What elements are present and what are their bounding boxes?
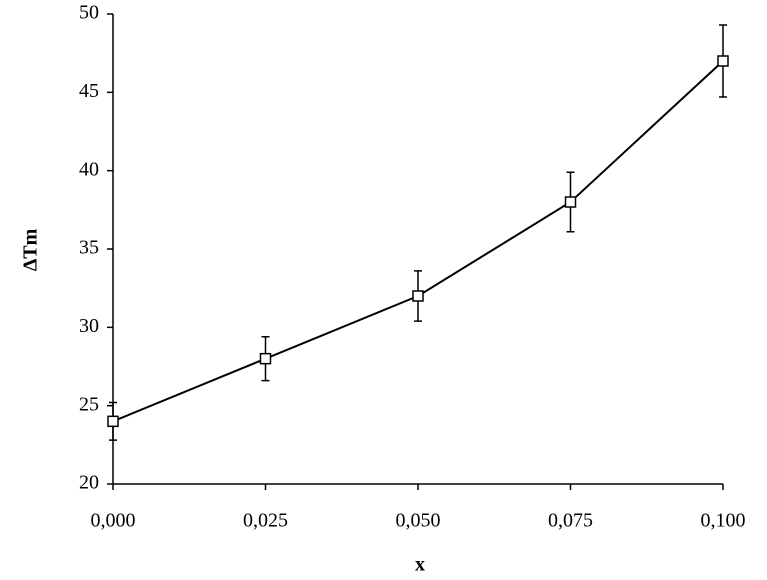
x-tick-label: 0,050 xyxy=(396,510,441,532)
data-marker xyxy=(259,352,272,365)
data-marker xyxy=(412,290,424,302)
y-tick-label: 50 xyxy=(79,2,99,24)
data-line xyxy=(112,60,724,423)
y-tick-label: 25 xyxy=(79,393,99,415)
x-tick-label: 0,075 xyxy=(548,510,593,532)
data-marker xyxy=(107,415,119,428)
y-tick-label: 30 xyxy=(79,315,99,337)
y-axis-label: ΔTm xyxy=(20,228,42,271)
y-tick-label: 20 xyxy=(79,472,99,494)
x-tick-label: 0,025 xyxy=(243,510,288,532)
data-marker xyxy=(564,196,577,208)
data-marker xyxy=(717,55,729,67)
y-tick-label: 45 xyxy=(79,80,99,102)
y-tick-label: 40 xyxy=(79,158,99,180)
y-tick-label: 35 xyxy=(79,237,99,259)
x-axis-label: x xyxy=(415,554,425,576)
x-tick-label: 0,100 xyxy=(701,510,746,532)
x-tick-label: 0,000 xyxy=(91,510,136,532)
